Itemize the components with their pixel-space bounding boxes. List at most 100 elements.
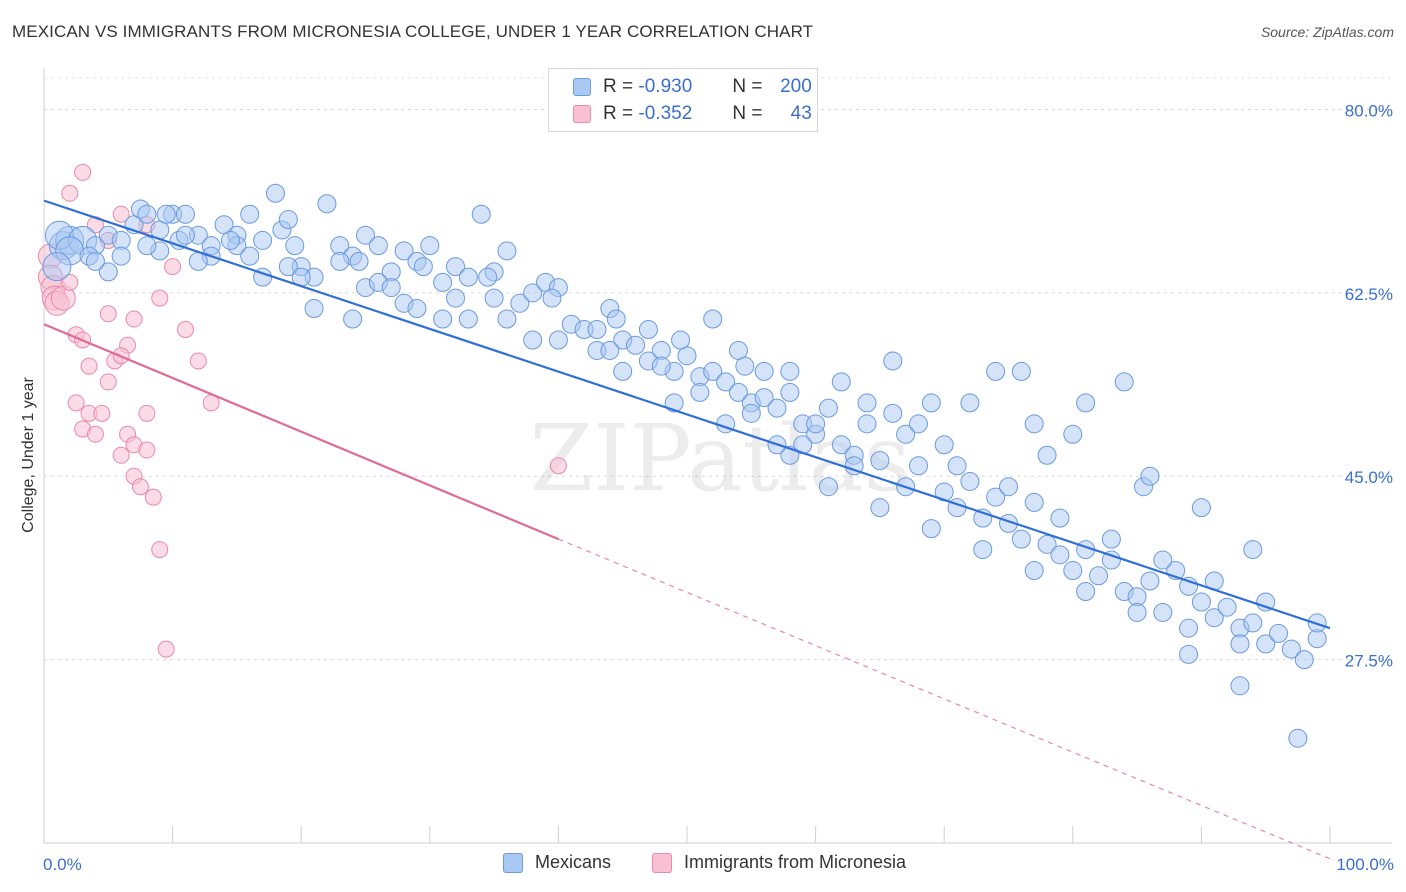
mexican-point xyxy=(1050,545,1070,565)
y-tick-label: 27.5% xyxy=(1345,652,1393,671)
mexican-point xyxy=(857,414,877,434)
mexican-point xyxy=(343,309,363,329)
mexican-point xyxy=(1063,561,1083,581)
mexican-point xyxy=(754,361,774,381)
mexican-point xyxy=(446,288,466,308)
mexican-point xyxy=(253,230,273,250)
mexican-point xyxy=(523,330,543,350)
mexican-point xyxy=(999,477,1018,497)
bottom-legend-swatch-mexicans xyxy=(503,852,523,873)
mexican-point xyxy=(587,320,607,340)
mexicans-trend-line xyxy=(43,199,1331,630)
mexican-point xyxy=(690,382,710,402)
mexican-point xyxy=(317,194,337,214)
mexican-point xyxy=(1256,634,1276,654)
legend-n-label: N = xyxy=(732,76,763,97)
mexican-point xyxy=(175,204,195,224)
legend-n-value: 200 xyxy=(780,76,812,97)
mexican-point xyxy=(908,456,928,476)
mexican-point xyxy=(458,267,478,287)
mexican-point xyxy=(831,372,851,392)
micronesia-trend-line xyxy=(43,323,559,541)
chart-title: MEXICAN VS IMMIGRANTS FROM MICRONESIA CO… xyxy=(12,22,814,41)
mexican-point xyxy=(613,361,633,381)
mexican-point xyxy=(1217,597,1237,617)
bottom-legend-label: Immigrants from Micronesia xyxy=(684,852,907,872)
mexican-point xyxy=(433,309,453,329)
mexican-point xyxy=(831,435,851,455)
mexican-point xyxy=(137,236,157,256)
micronesia-point xyxy=(151,289,169,307)
mexican-point xyxy=(857,393,877,413)
mexican-point xyxy=(606,309,626,329)
mexican-point xyxy=(1179,618,1199,638)
bottom-legend-label: Mexicans xyxy=(535,852,612,872)
mexican-point xyxy=(1101,550,1121,570)
mexican-point xyxy=(111,246,131,266)
mexican-point xyxy=(638,320,658,340)
mexican-point xyxy=(137,204,157,224)
mexican-point xyxy=(1179,644,1199,664)
mexican-point xyxy=(1153,602,1173,622)
bottom-legend: Mexicans Immigrants from Micronesia xyxy=(0,852,1406,878)
micronesia-point xyxy=(99,305,117,323)
mexican-point xyxy=(523,283,543,303)
mexican-point xyxy=(960,393,980,413)
micronesia-point xyxy=(74,163,92,181)
mexican-point xyxy=(1024,561,1044,581)
mexican-point xyxy=(407,299,427,319)
mexican-point xyxy=(1037,534,1057,554)
mexican-point xyxy=(1140,571,1160,591)
mexican-point xyxy=(1101,529,1121,549)
tick-labels: 27.5% 45.0% 62.5% 80.0% 0.0% 100.0% xyxy=(43,101,1394,874)
mexican-point xyxy=(934,435,954,455)
axes xyxy=(43,68,1392,844)
mexican-point xyxy=(1011,529,1031,549)
mexican-point xyxy=(1024,492,1044,512)
y-axis-label: College, Under 1 year xyxy=(20,377,37,533)
mexican-point xyxy=(156,204,176,224)
micronesia-point xyxy=(164,258,182,276)
mexican-point xyxy=(818,398,838,418)
mexican-point xyxy=(1230,634,1250,654)
mexican-point xyxy=(278,209,298,229)
x-tick-label: 0.0% xyxy=(43,855,82,874)
mexican-point xyxy=(413,257,433,277)
mexican-point xyxy=(510,293,530,313)
mexican-point xyxy=(446,257,466,277)
mexican-point xyxy=(478,267,498,287)
mexican-point xyxy=(240,246,260,266)
mexican-point xyxy=(1050,508,1070,528)
mexican-point xyxy=(716,372,736,392)
mexican-point xyxy=(896,424,916,444)
micronesia-point xyxy=(151,541,169,559)
source-label: Source: ZipAtlas.com xyxy=(1260,24,1394,40)
mexican-point xyxy=(542,288,562,308)
mexican-point xyxy=(330,251,350,271)
mexican-points xyxy=(42,183,1327,748)
mexican-point xyxy=(703,361,723,381)
micronesia-point xyxy=(176,321,194,339)
mexican-point xyxy=(1114,372,1134,392)
mexican-point xyxy=(1204,608,1224,628)
mexican-point xyxy=(664,393,684,413)
mexican-point xyxy=(986,361,1006,381)
mexican-point xyxy=(497,309,517,329)
y-tick-label: 45.0% xyxy=(1345,468,1393,487)
mexican-point xyxy=(1127,602,1147,622)
mexican-point xyxy=(304,299,324,319)
micronesia-point xyxy=(80,357,98,375)
mexican-point xyxy=(1024,414,1044,434)
mexican-point xyxy=(780,382,800,402)
mexican-point xyxy=(175,225,195,245)
bottom-legend-micronesia: Immigrants from Micronesia xyxy=(652,852,906,873)
mexican-point xyxy=(471,204,491,224)
mexican-point xyxy=(844,456,864,476)
mexican-point xyxy=(960,471,980,491)
y-tick-label: 62.5% xyxy=(1345,285,1393,304)
legend-r-label: R = xyxy=(603,76,634,97)
mexican-point xyxy=(1294,650,1314,670)
mexican-point xyxy=(1011,361,1031,381)
micronesia-point xyxy=(61,184,79,202)
